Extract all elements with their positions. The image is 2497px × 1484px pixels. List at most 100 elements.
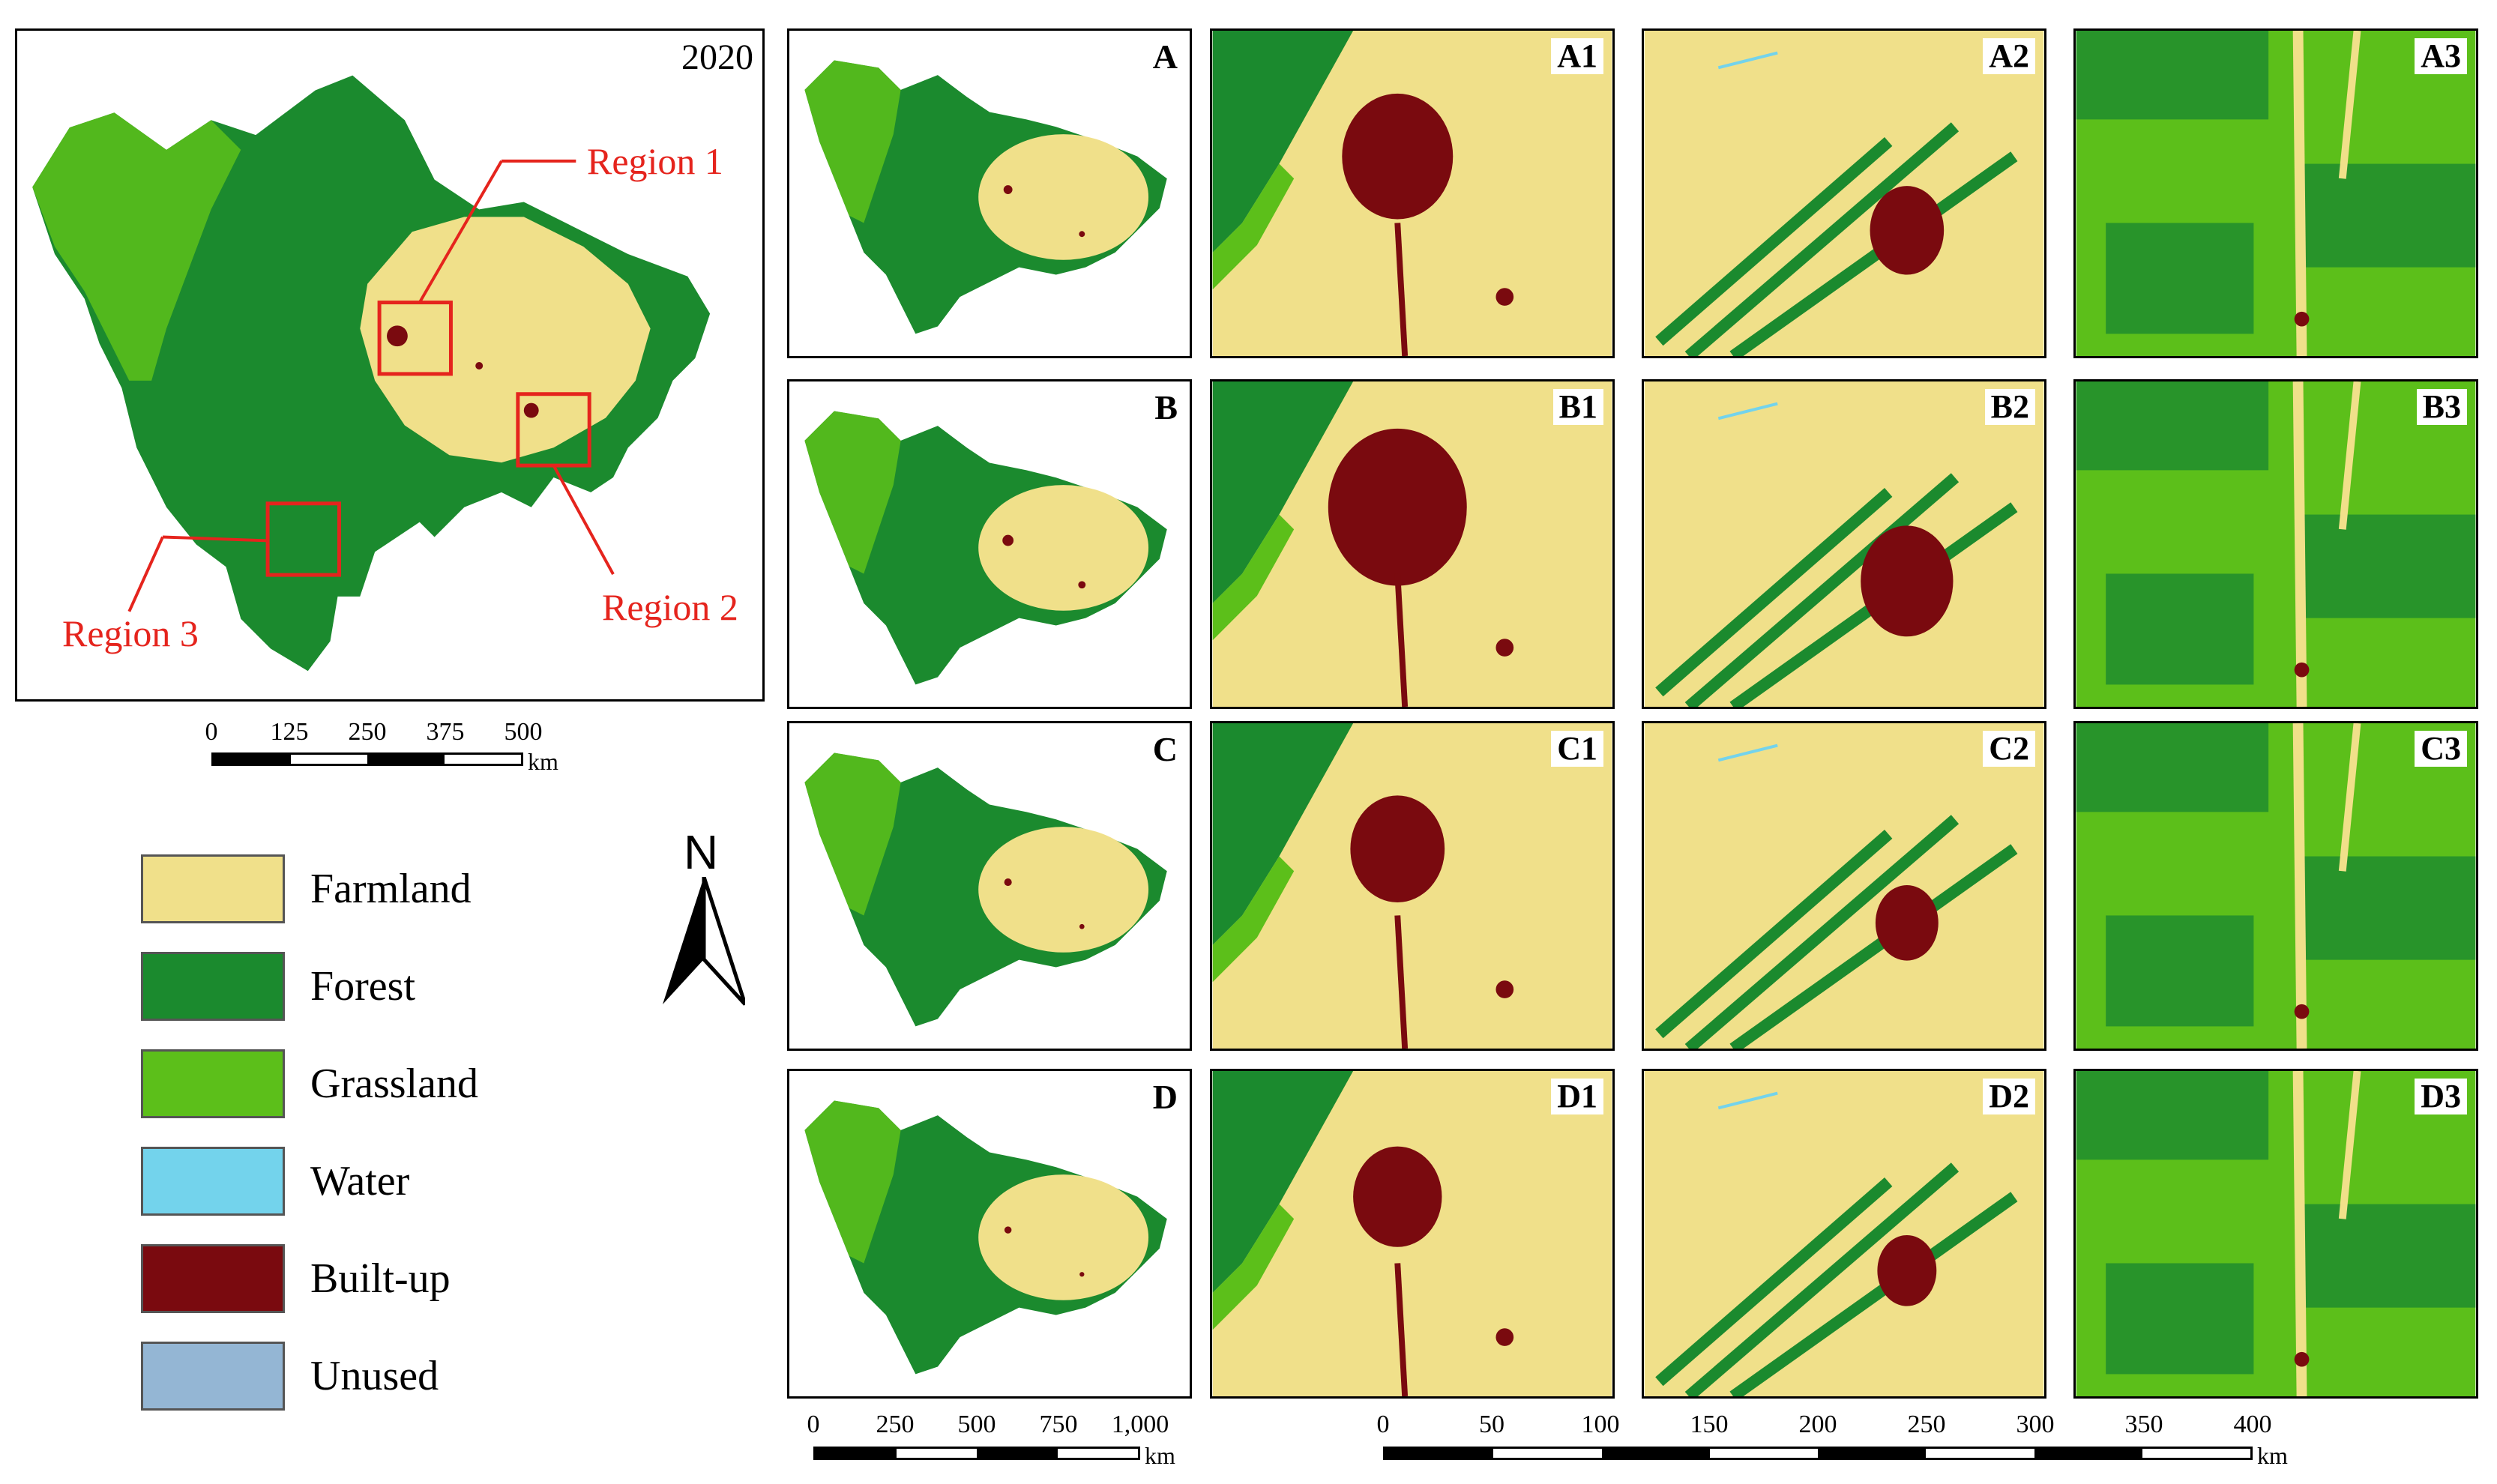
panel-label: C3 xyxy=(2415,731,2467,767)
forest-patch xyxy=(1212,723,1354,945)
panel-label: D1 xyxy=(1551,1079,1603,1114)
farmland-valley xyxy=(2292,1071,2307,1396)
builtup-cluster xyxy=(475,362,484,370)
region-panel-a2: A2 xyxy=(1642,28,2046,358)
north-arrow-icon xyxy=(663,877,745,1006)
river xyxy=(1717,743,1778,762)
forest-patch xyxy=(2298,163,2476,268)
overview-scale-tick: 500 xyxy=(504,718,543,746)
builtup-corridor xyxy=(1394,573,1409,707)
grassland-patch xyxy=(1212,1204,1295,1330)
legend-label-farmland: Farmland xyxy=(310,866,472,912)
panel-label: A2 xyxy=(1983,38,2035,74)
legend-label-forest: Forest xyxy=(310,963,415,1010)
scenario-map-graphic xyxy=(804,1100,1167,1375)
large-scale-unit: km xyxy=(2257,1442,2288,1469)
province-grassland-area xyxy=(32,112,241,381)
scenario-map-graphic xyxy=(804,411,1167,685)
region-panel-graphic xyxy=(1212,381,1612,707)
region-panel-a1: A1 xyxy=(1210,28,1615,358)
forested-ridge xyxy=(1684,122,1960,356)
region-panel-a3: A3 xyxy=(2073,28,2478,358)
basin-farmland-area xyxy=(978,134,1149,260)
large-scale-tick: 0 xyxy=(1376,1411,1390,1438)
forest-patch xyxy=(2106,915,2254,1027)
large-scale-tick: 100 xyxy=(1581,1411,1620,1438)
region-panel-graphic xyxy=(2076,381,2476,707)
builtup-cluster xyxy=(1079,1272,1085,1277)
scenario-map-a: A xyxy=(787,28,1192,358)
forested-ridge xyxy=(1684,1162,1960,1396)
builtup-core xyxy=(1861,525,1954,637)
forest-patch xyxy=(2106,573,2254,685)
overview-map-graphic xyxy=(32,75,711,672)
legend-swatch-water xyxy=(141,1147,285,1216)
small-scale-tick: 0 xyxy=(807,1411,820,1438)
scenario-map-graphic xyxy=(804,60,1167,334)
legend-label-builtup: Built-up xyxy=(310,1255,451,1302)
builtup-cluster xyxy=(1496,980,1514,998)
builtup-cluster xyxy=(2294,311,2310,327)
forest-patch xyxy=(2076,381,2269,471)
grassland-patch xyxy=(1212,163,1295,290)
builtup-cluster xyxy=(2294,1004,2310,1019)
scenario-label: D xyxy=(1152,1078,1178,1116)
region-panel-c3: C3 xyxy=(2073,721,2478,1051)
region-2-leader xyxy=(552,465,615,576)
panel-label: B3 xyxy=(2416,389,2467,425)
forest-patch xyxy=(2298,856,2476,960)
region-panel-graphic xyxy=(1212,1071,1612,1396)
panel-label: A1 xyxy=(1551,38,1603,74)
builtup-cluster xyxy=(1079,231,1085,238)
forested-ridge xyxy=(1729,1192,2018,1396)
forest-patch xyxy=(2106,1263,2254,1375)
scenario-label: C xyxy=(1152,730,1178,768)
panel-label: C1 xyxy=(1551,731,1603,767)
forest-patch xyxy=(1212,31,1354,253)
builtup-core xyxy=(1877,1234,1937,1306)
river xyxy=(1717,1091,1778,1110)
small-scale-tick: 500 xyxy=(957,1411,996,1438)
large-scale-tick: 150 xyxy=(1690,1411,1729,1438)
region-1-leader xyxy=(418,160,503,304)
farmland-valley xyxy=(2338,723,2361,872)
forested-ridge xyxy=(1684,815,1960,1049)
farmland-valley xyxy=(2338,381,2361,530)
builtup-cluster xyxy=(2294,662,2310,678)
basin-farmland-area xyxy=(978,485,1149,611)
region-1-box xyxy=(377,301,453,376)
region-panel-graphic xyxy=(1212,723,1612,1049)
farmland-valley xyxy=(2338,1071,2361,1219)
legend-swatch-farmland xyxy=(141,854,285,923)
region-panel-b2: B2 xyxy=(1642,379,2046,709)
river xyxy=(1717,51,1778,70)
builtup-core xyxy=(1875,885,1939,961)
overview-scale-tick: 250 xyxy=(348,718,387,746)
forested-ridge xyxy=(1729,151,2018,356)
forested-ridge xyxy=(1684,473,1960,707)
scenario-label: A xyxy=(1152,37,1178,76)
builtup-corridor xyxy=(1394,915,1409,1049)
forest-patch xyxy=(1212,381,1354,603)
scenario-map-c: C xyxy=(787,721,1192,1051)
large-scale-tick: 50 xyxy=(1479,1411,1504,1438)
grassland-patch xyxy=(1212,514,1295,641)
forest-patch xyxy=(1212,1071,1354,1293)
builtup-cluster xyxy=(1496,639,1514,657)
forest-patch xyxy=(2298,514,2476,618)
small-scale-tick: 250 xyxy=(876,1411,915,1438)
north-label: N xyxy=(684,825,719,879)
forest-patch xyxy=(2076,31,2269,120)
overview-scale-bar xyxy=(211,752,523,766)
region-panel-b1: B1 xyxy=(1210,379,1615,709)
region-panel-d2: D2 xyxy=(1642,1069,2046,1399)
region-3-leader xyxy=(127,536,164,612)
region-3-leader xyxy=(162,535,268,543)
forest-patch xyxy=(2106,223,2254,334)
panel-label: D2 xyxy=(1983,1079,2035,1114)
builtup-cluster xyxy=(1002,534,1014,546)
legend-swatch-forest xyxy=(141,952,285,1021)
small-scale-unit: km xyxy=(1145,1442,1175,1469)
large-scale-bar xyxy=(1383,1447,2253,1460)
overview-scale-tick: 125 xyxy=(270,718,309,746)
